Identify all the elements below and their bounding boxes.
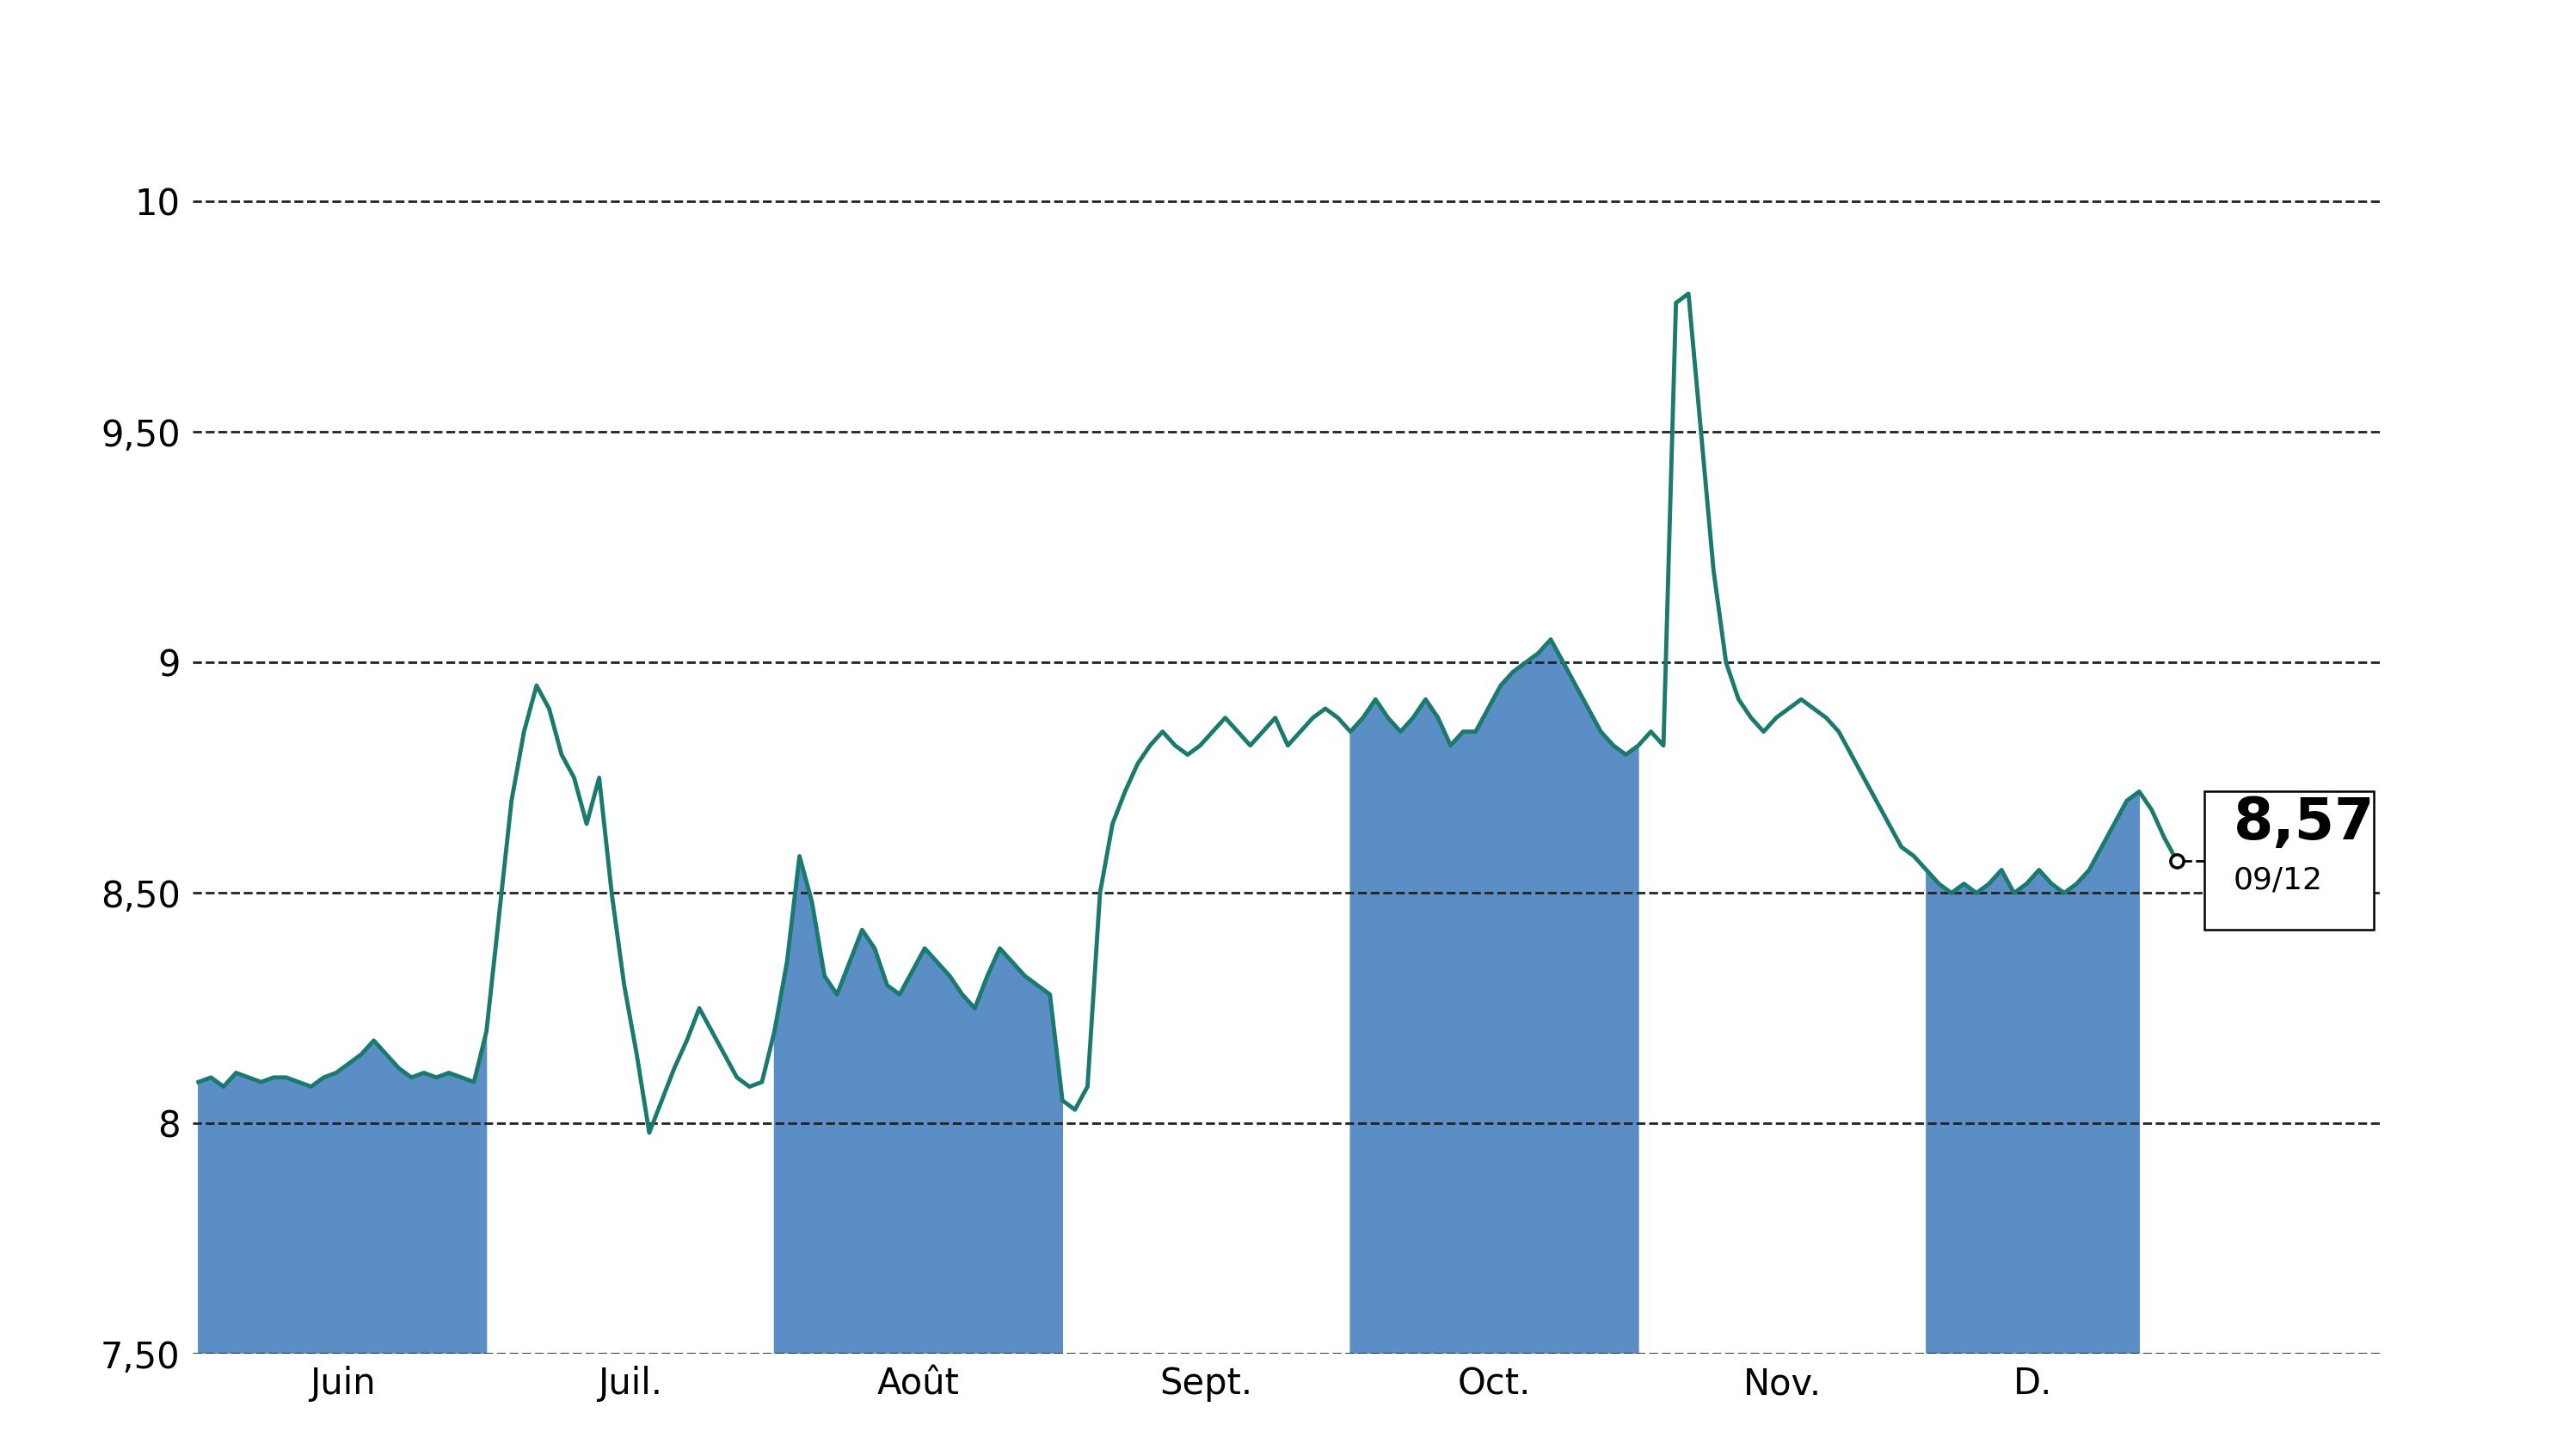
Text: 8,57: 8,57 bbox=[2232, 795, 2373, 852]
FancyBboxPatch shape bbox=[2204, 792, 2373, 930]
Text: 09/12: 09/12 bbox=[2232, 865, 2322, 894]
Polygon shape bbox=[774, 856, 1064, 1354]
Text: LPKF Laser & Electronics SE: LPKF Laser & Electronics SE bbox=[792, 36, 1771, 95]
Polygon shape bbox=[197, 1031, 487, 1354]
Polygon shape bbox=[1351, 639, 1638, 1354]
Polygon shape bbox=[1927, 792, 2140, 1354]
